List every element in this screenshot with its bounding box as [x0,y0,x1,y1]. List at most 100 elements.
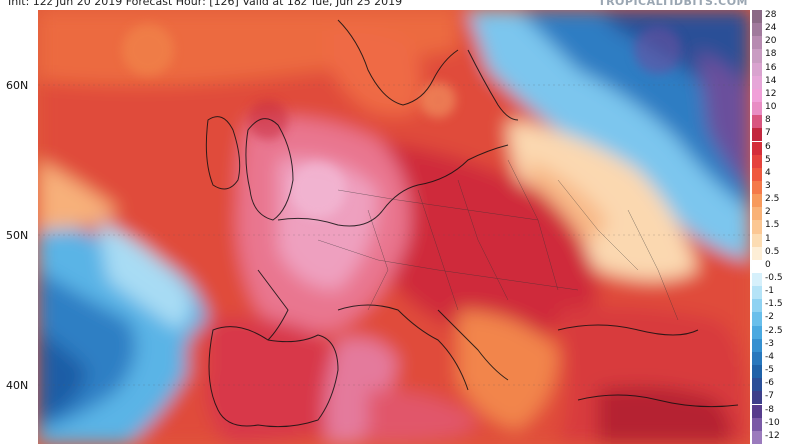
legend-item: 0 [752,259,788,273]
anomaly-field [38,10,750,444]
legend-item: -1 [752,286,788,300]
legend-item: 5 [752,154,788,168]
legend-swatch [752,378,762,392]
legend-label: 7 [765,128,771,139]
legend-swatch [752,299,762,313]
legend-label: 0.5 [765,246,780,257]
legend-label: -2 [765,312,774,323]
legend-swatch [752,180,762,195]
legend-swatch [752,75,762,89]
legend-label: 1 [765,233,771,244]
legend-label: 14 [765,75,777,86]
legend-label: 8 [765,115,771,126]
graticule [38,84,750,386]
legend-label: -4 [765,351,774,362]
temperature-anomaly-map[interactable] [38,10,750,444]
legend-item: 7 [752,128,788,142]
legend-label: 1.5 [765,220,780,231]
legend-item: 8 [752,115,788,129]
legend-swatch [752,404,762,418]
legend-item: 6 [752,141,788,155]
legend-label: -12 [765,430,780,441]
legend-label: -2.5 [765,325,783,336]
legend-label: 24 [765,23,777,34]
color-scale-legend: 28 24 20 18 16 14 12 10 8 7 6 5 4 3 2.5 2 1.5 1 0.5 0 -0.5 -1… [752,10,788,444]
legend-swatch [752,141,762,155]
legend-swatch [752,273,762,287]
legend-swatch [752,220,762,234]
legend-label: 6 [765,141,771,152]
legend-swatch [752,128,762,142]
legend-item: 12 [752,88,788,103]
legend-swatch [752,115,762,129]
legend-item: -0.5 [752,273,788,287]
legend-item: 2.5 [752,194,788,208]
legend-swatch [752,351,762,366]
legend-item: 2 [752,207,788,221]
legend-label: -8 [765,404,774,415]
legend-item: 14 [752,75,788,89]
legend-item: 4 [752,167,788,181]
legend-label: -6 [765,378,774,389]
lat-label-50n: 50N [6,229,29,242]
legend-label: -0.5 [765,273,783,283]
legend-swatch [752,233,762,247]
coastlines [205,19,739,428]
legend-item: 20 [752,36,788,50]
legend-item: -6 [752,378,788,392]
legend-item: -1.5 [752,299,788,313]
legend-label: 16 [765,62,777,73]
legend-swatch [752,391,762,405]
legend-item: -10 [752,417,788,431]
legend-label: -7 [765,391,774,402]
legend-item: 1 [752,233,788,247]
legend-label: 2.5 [765,194,780,205]
legend-label: 18 [765,49,777,60]
legend-swatch [752,49,762,63]
borders [317,159,679,321]
lat-label-40n: 40N [6,379,29,392]
legend-label: 2 [765,207,771,218]
legend-swatch [752,417,762,431]
legend-swatch [752,312,762,326]
legend-label: 12 [765,88,777,99]
legend-item: -12 [752,430,788,444]
legend-swatch [752,365,762,379]
legend-label: -3 [765,338,774,349]
legend-item: -7 [752,391,788,405]
legend-label: 28 [765,10,777,20]
legend-label: -1.5 [765,299,783,310]
forecast-info: Init: 12z Jun 20 2019 Forecast Hour: [12… [8,0,403,8]
legend-label: -10 [765,417,780,428]
legend-swatch [752,23,762,37]
legend-item: 1.5 [752,220,788,234]
legend-label: 3 [765,180,771,191]
legend-swatch [752,154,762,168]
legend-item: -2 [752,312,788,326]
legend-item: 18 [752,49,788,63]
legend-item: 24 [752,23,788,37]
legend-label: -5 [765,365,774,376]
legend-swatch [752,88,762,103]
legend-item: -3 [752,338,788,352]
legend-swatch [752,36,762,50]
legend-item: -2.5 [752,325,788,339]
header-bar: Init: 12z Jun 20 2019 Forecast Hour: [12… [0,0,788,10]
legend-swatch [752,102,762,116]
legend-swatch [752,338,762,352]
legend-item: 28 [752,10,788,24]
legend-item: -5 [752,365,788,379]
legend-item: -8 [752,404,788,418]
legend-label: 4 [765,167,771,178]
legend-item: 0.5 [752,246,788,260]
legend-item: 10 [752,102,788,116]
legend-label: 20 [765,36,777,47]
legend-swatch [752,246,762,260]
legend-swatch [752,194,762,208]
legend-swatch [752,325,762,339]
legend-swatch [752,259,762,273]
legend-item: 3 [752,180,788,195]
legend-item: 16 [752,62,788,76]
legend-item: -4 [752,351,788,366]
